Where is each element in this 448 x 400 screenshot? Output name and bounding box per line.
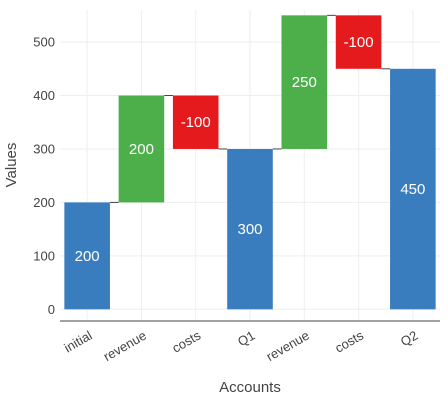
bar	[390, 68, 436, 310]
bar-data-label: 300	[237, 221, 262, 238]
bar-data-label: -100	[181, 114, 211, 131]
x-tick-label: revenue	[101, 328, 149, 364]
x-tick-label: Q2	[398, 328, 421, 350]
bar	[227, 148, 273, 310]
y-tick-label: 100	[33, 248, 55, 263]
connector-lines	[109, 14, 391, 203]
y-tick-label: 400	[33, 88, 55, 103]
x-tick-label: revenue	[264, 328, 312, 364]
bar-data-label: -100	[344, 34, 374, 51]
x-axis-ticks: initial revenue costs Q1 revenue costs Q2	[61, 327, 420, 364]
bar	[64, 202, 110, 310]
bars	[64, 15, 436, 310]
x-axis-title: Accounts	[219, 379, 281, 396]
y-axis-ticks: 0 100 200 300 400 500	[33, 35, 55, 317]
bar	[172, 95, 219, 149]
bar-data-label: 250	[292, 74, 317, 91]
bar-labels: 200 200 -100 300 250 -100 450	[75, 34, 426, 265]
y-tick-label: 0	[48, 302, 55, 317]
bar	[118, 95, 165, 203]
y-axis-title: Values	[3, 143, 20, 188]
y-tick-label: 500	[33, 35, 55, 50]
x-tick-label: Q1	[235, 328, 258, 350]
bar-data-label: 450	[400, 181, 425, 198]
x-tick-label: costs	[169, 327, 203, 355]
bar-data-label: 200	[75, 248, 100, 265]
bar-data-label: 200	[129, 141, 154, 158]
y-tick-label: 300	[33, 141, 55, 156]
y-tick-label: 200	[33, 195, 55, 210]
x-tick-label: initial	[61, 328, 94, 356]
bar	[281, 15, 328, 149]
x-tick-label: costs	[332, 327, 366, 355]
bar	[335, 15, 382, 69]
